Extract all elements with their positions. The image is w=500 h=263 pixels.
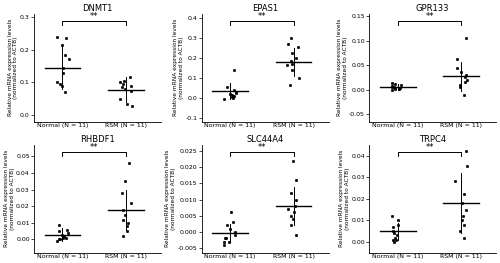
Title: DNMT1: DNMT1 bbox=[82, 4, 112, 13]
Y-axis label: Relative mRNA expression levels
(normalized to ACTB): Relative mRNA expression levels (normali… bbox=[337, 19, 348, 116]
Text: **: ** bbox=[426, 12, 434, 21]
Text: **: ** bbox=[426, 143, 434, 152]
Title: RHBDF1: RHBDF1 bbox=[80, 135, 115, 144]
Y-axis label: Relative mRNA expression levels
(normalized to ACTB): Relative mRNA expression levels (normali… bbox=[339, 150, 350, 247]
Text: **: ** bbox=[90, 12, 98, 21]
Y-axis label: Relative mRNA expression levels
(normalized to ACTB): Relative mRNA expression levels (normali… bbox=[173, 19, 184, 116]
Title: SLC44A4: SLC44A4 bbox=[246, 135, 284, 144]
Title: TRPC4: TRPC4 bbox=[419, 135, 446, 144]
Text: **: ** bbox=[258, 143, 266, 152]
Y-axis label: Relative mRNA expression levels
(normalized to ACTB): Relative mRNA expression levels (normali… bbox=[8, 19, 18, 116]
Title: EPAS1: EPAS1 bbox=[252, 4, 278, 13]
Y-axis label: Relative mRNA expression levels
(normalized to ACTB): Relative mRNA expression levels (normali… bbox=[166, 150, 176, 247]
Y-axis label: Relative mRNA expression levels
(normalized to ACTB): Relative mRNA expression levels (normali… bbox=[4, 150, 14, 247]
Text: **: ** bbox=[258, 12, 266, 21]
Title: GPR133: GPR133 bbox=[416, 4, 450, 13]
Text: **: ** bbox=[90, 143, 98, 152]
